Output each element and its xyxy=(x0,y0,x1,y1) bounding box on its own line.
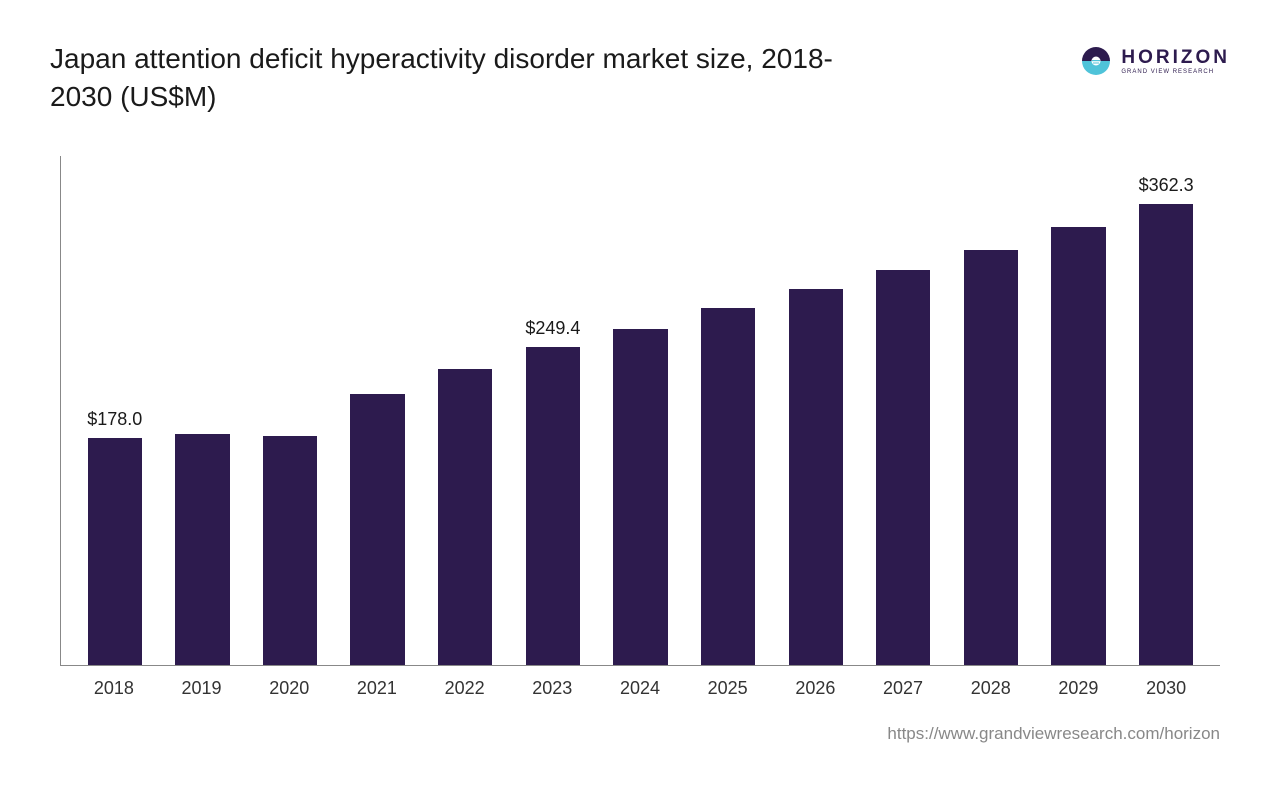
x-tick: 2019 xyxy=(158,666,246,716)
x-tick: 2022 xyxy=(421,666,509,716)
x-tick: 2028 xyxy=(947,666,1035,716)
bar xyxy=(964,250,1018,665)
bar xyxy=(350,394,404,665)
chart-title: Japan attention deficit hyperactivity di… xyxy=(50,40,850,116)
bar xyxy=(701,308,755,664)
bar-slot xyxy=(947,156,1035,665)
plot-region: $178.0 $249.4 $362.3 xyxy=(60,156,1220,666)
logo-text: HORIZON xyxy=(1121,48,1230,67)
bar-slot xyxy=(859,156,947,665)
bar xyxy=(175,434,229,664)
chart-area: $178.0$249.4$362.3 201820192020202120222… xyxy=(50,156,1230,716)
x-axis: 2018201920202021202220232024202520262027… xyxy=(60,666,1220,716)
bar xyxy=(876,270,930,664)
bar-slot: $178.0 xyxy=(71,156,159,665)
bar xyxy=(1139,204,1193,665)
x-tick: 2020 xyxy=(245,666,333,716)
bar xyxy=(263,436,317,665)
x-tick: 2021 xyxy=(333,666,421,716)
bar-value-label: $249.4 xyxy=(525,318,580,339)
bar-slot xyxy=(246,156,334,665)
bar-slot xyxy=(597,156,685,665)
bar-slot xyxy=(772,156,860,665)
bar xyxy=(88,438,142,665)
bar xyxy=(526,347,580,664)
bar-slot: $362.3 xyxy=(1122,156,1210,665)
source-url: https://www.grandviewresearch.com/horizo… xyxy=(50,724,1230,744)
logo-subtext: GRAND VIEW RESEARCH xyxy=(1121,69,1230,75)
bar-slot xyxy=(159,156,247,665)
header: Japan attention deficit hyperactivity di… xyxy=(50,40,1230,116)
x-tick: 2023 xyxy=(508,666,596,716)
bar-slot xyxy=(1035,156,1123,665)
bar-value-label: $362.3 xyxy=(1139,175,1194,196)
bar-slot xyxy=(421,156,509,665)
bar-slot: $249.4 xyxy=(509,156,597,665)
bar-value-label: $178.0 xyxy=(87,409,142,430)
x-tick: 2024 xyxy=(596,666,684,716)
x-tick: 2029 xyxy=(1035,666,1123,716)
bars-group: $178.0 $249.4 $362.3 xyxy=(61,156,1220,665)
bar xyxy=(438,369,492,664)
x-tick: 2018 xyxy=(70,666,158,716)
x-tick: 2026 xyxy=(772,666,860,716)
brand-logo: HORIZON GRAND VIEW RESEARCH xyxy=(1079,44,1230,78)
bar xyxy=(789,289,843,664)
bar xyxy=(613,329,667,665)
bar xyxy=(1051,227,1105,665)
x-tick: 2030 xyxy=(1122,666,1210,716)
bar-slot xyxy=(334,156,422,665)
horizon-logo-icon xyxy=(1079,44,1113,78)
bar-slot xyxy=(684,156,772,665)
x-tick: 2025 xyxy=(684,666,772,716)
chart-container: Japan attention deficit hyperactivity di… xyxy=(0,0,1280,800)
x-tick: 2027 xyxy=(859,666,947,716)
logo-text-wrap: HORIZON GRAND VIEW RESEARCH xyxy=(1121,48,1230,75)
